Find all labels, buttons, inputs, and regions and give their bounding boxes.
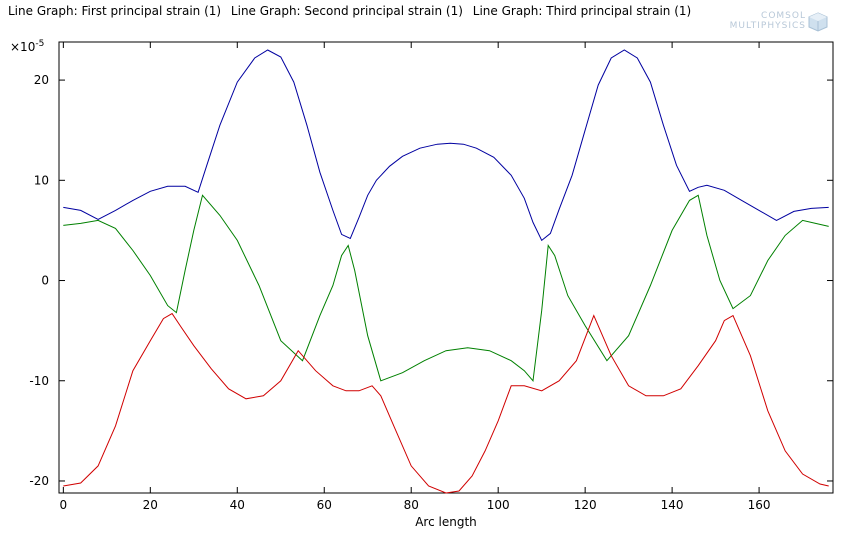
x-axis-ticks: 0 20 40 60 80 100 120 140 160 — [60, 42, 771, 512]
x-tick-label: 0 — [60, 498, 68, 512]
first-principal-strain-line — [63, 49, 829, 242]
logo-text-comsol: COMSOL — [761, 11, 806, 21]
y-tick-label: -10 — [29, 374, 49, 388]
x-tick-label: 20 — [143, 498, 158, 512]
logo-text-multiphysics: MULTIPHYSICS — [729, 21, 806, 31]
plot-area-frame — [58, 41, 834, 494]
x-tick-label: 100 — [487, 498, 510, 512]
x-tick-label: 60 — [317, 498, 332, 512]
x-tick-label: 80 — [404, 498, 419, 512]
y-axis-ticks: -20 -10 0 10 20 — [29, 73, 833, 488]
comsol-cube-icon — [808, 12, 828, 32]
x-axis-label: Arc length — [415, 515, 477, 529]
series-lines — [63, 49, 829, 494]
y-tick-label: -20 — [29, 474, 49, 488]
y-axis-multiplier: ×10-5 — [10, 39, 44, 54]
y-tick-label: 20 — [34, 73, 49, 87]
plot-title-first-strain: Line Graph: First principal strain (1) — [8, 4, 222, 18]
comsol-logo: COMSOL MULTIPHYSICS — [716, 11, 832, 33]
plot-titles: Line Graph: First principal strain (1) L… — [8, 4, 697, 18]
third-principal-strain-line — [63, 312, 829, 494]
plot-title-second-strain: Line Graph: Second principal strain (1) — [230, 4, 463, 18]
x-tick-label: 160 — [748, 498, 771, 512]
y-tick-label: 0 — [41, 274, 49, 288]
x-tick-label: 40 — [230, 498, 245, 512]
second-principal-strain-line — [63, 194, 829, 382]
plot-title-third-strain: Line Graph: Third principal strain (1) — [472, 4, 692, 18]
x-tick-label: 120 — [574, 498, 597, 512]
y-tick-label: 10 — [34, 173, 49, 187]
x-tick-label: 140 — [661, 498, 684, 512]
